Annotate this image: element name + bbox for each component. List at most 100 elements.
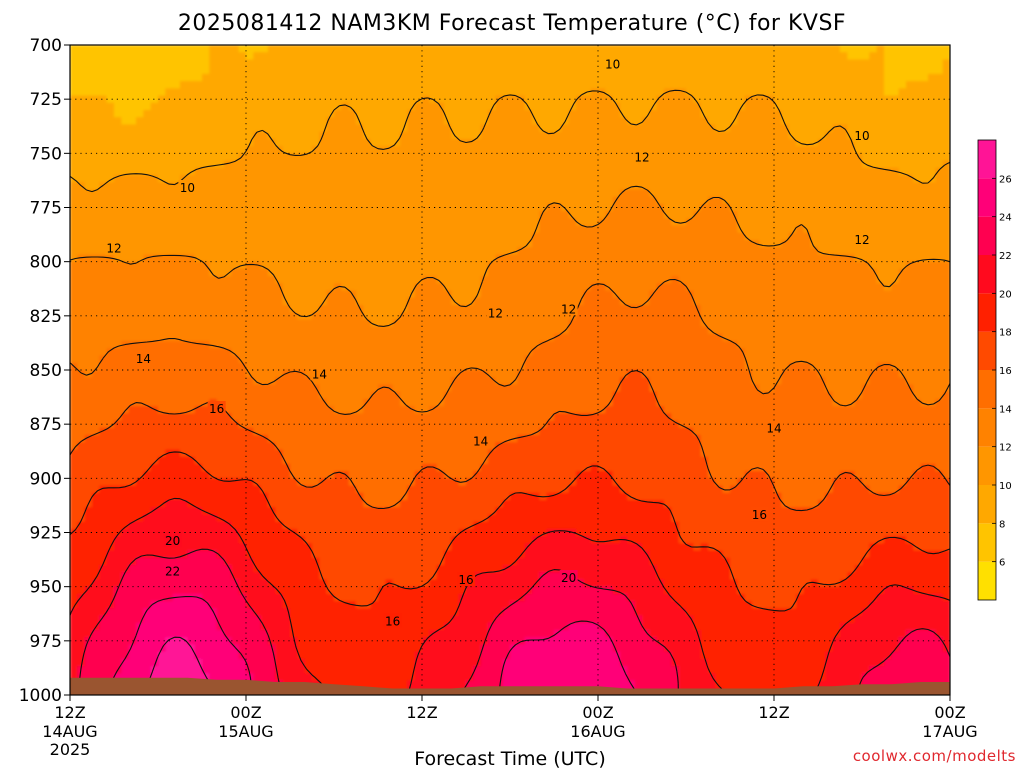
contour-label: 16 [207,401,226,416]
colorbar-swatch [978,408,996,447]
y-tick-label: 800 [30,253,62,273]
y-tick-label: 775 [30,199,62,219]
contour-line-24 [108,595,639,695]
colorbar-legend: 6 8 10 12 14 16 18 20 22 24 26 [977,139,1012,601]
x-tick-date: 17AUG [922,722,977,741]
colorbar-tick-label: 20 [999,289,1012,300]
colorbar-tick-label: 14 [999,404,1012,415]
y-tick-label: 725 [30,90,62,110]
contour-label: 12 [559,301,578,316]
y-tick-label: 850 [30,361,62,381]
contour-label-text: 20 [165,534,180,548]
contour-label: 20 [559,570,578,585]
credit-text: coolwx.com/modelts [853,747,1016,765]
contour-label-text: 12 [488,307,503,321]
chart-title: 2025081412 NAM3KM Forecast Temperature (… [178,11,846,36]
contour-label-text: 16 [752,508,767,522]
colorbar-tick-label: 16 [999,366,1012,377]
x-tick-date: 16AUG [570,722,625,741]
contour-label-text: 22 [165,565,180,579]
contour-label: 16 [383,613,402,628]
contour-line-14 [70,278,950,415]
x-tick-label: 12Z [758,703,789,722]
grid-lines [70,45,950,695]
colorbar-swatch [978,216,996,255]
contour-label-text: 12 [634,151,649,165]
contour-label: 20 [163,533,182,548]
contour-label-text: 12 [854,233,869,247]
contour-line-18 [70,451,950,612]
contour-label-text: 14 [473,435,488,449]
contour-label: 10 [853,128,871,143]
colorbar-swatch [978,446,996,485]
contour-label: 14 [134,351,153,366]
contour-lines [70,89,950,695]
y-tick-label: 825 [30,307,62,327]
colorbar-tick-label: 12 [999,443,1012,454]
x-tick-label: 12Z [406,703,437,722]
contour-label-text: 16 [385,614,400,628]
colorbar-swatch [978,485,996,524]
contour-label-text: 10 [180,181,195,195]
contour-line-22 [77,548,950,695]
colorbar-tick-label: 26 [999,174,1012,185]
contour-label: 12 [633,149,651,165]
colorbar-swatch [978,331,996,370]
y-tick-label: 700 [30,36,62,56]
contour-label: 22 [163,563,182,579]
contour-label: 16 [750,507,769,522]
contour-label: 14 [471,433,490,449]
contour-label-text: 14 [766,422,781,436]
colorbar-swatch [978,523,996,562]
colorbar-swatch [978,255,996,294]
colorbar-swatch [978,140,996,179]
y-tick-label: 925 [30,524,62,544]
contour-label-text: 16 [458,573,473,587]
x-tick-label: 00Z [934,703,965,722]
y-tick-label: 900 [30,469,62,489]
colorbar-swatch [978,293,996,332]
colorbar-tick-label: 22 [999,251,1012,262]
contour-label-text: 14 [136,352,151,366]
contour-label: 14 [310,366,329,381]
contour-label-text: 10 [605,58,620,72]
contour-label-text: 12 [561,302,576,316]
terrain-ground [70,677,950,695]
y-tick-label: 975 [30,632,62,652]
contour-line-10 [70,89,950,193]
colorbar-tick-label: 18 [999,328,1012,339]
contour-label-text: 10 [854,129,869,143]
contour-line-20 [70,497,950,695]
x-axis-label: Forecast Time (UTC) [414,748,605,768]
contour-label: 10 [178,180,197,195]
x-tick-label: 00Z [230,703,261,722]
contour-line-16 [70,370,950,512]
x-tick-date: 15AUG [218,722,273,741]
contour-label-text: 20 [561,571,576,585]
y-tick-label: 750 [30,144,62,164]
colorbar-swatch [978,178,996,217]
x-tick-year: 2025 [50,740,91,759]
y-tick-label: 875 [30,415,62,435]
contour-label: 14 [765,420,783,436]
colorbar-swatch [978,561,996,600]
x-tick-date: 14AUG [42,722,97,741]
contour-labels: 10 10 10 12 12 12 12 12 14 14 14 14 16 16 16 16 20 20 22 [105,56,871,628]
colorbar-swatch [978,370,996,409]
contour-label: 12 [486,305,505,321]
y-axis-ticks: 700 725 750 775 800 825 850 875 900 925 950 975 1000 [19,36,70,706]
contour-label-text: 12 [106,242,121,256]
x-tick-label: 00Z [582,703,613,722]
contour-label-text: 16 [209,402,224,416]
contour-label-text: 14 [312,367,327,381]
colorbar-tick-label: 8 [999,519,1005,530]
plot-area: 10 10 10 12 12 12 12 12 14 14 14 14 16 16 16 16 20 20 22 [70,45,950,695]
colorbar-tick-label: 10 [999,481,1012,492]
contour-label: 12 [853,232,871,247]
contour-label: 16 [457,572,475,587]
y-tick-label: 950 [30,578,62,598]
x-tick-label: 12Z [54,703,85,722]
colorbar-tick-label: 6 [999,558,1005,569]
